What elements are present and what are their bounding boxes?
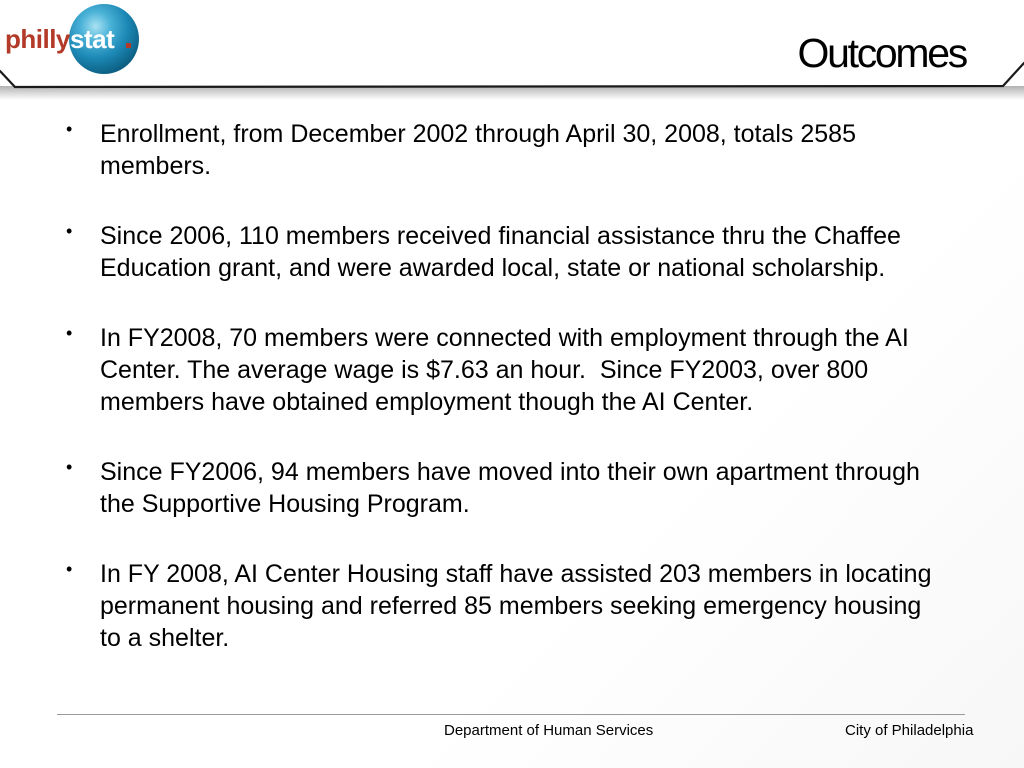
svg-text:stat: stat [70, 24, 115, 54]
svg-text:philly: philly [5, 24, 71, 54]
